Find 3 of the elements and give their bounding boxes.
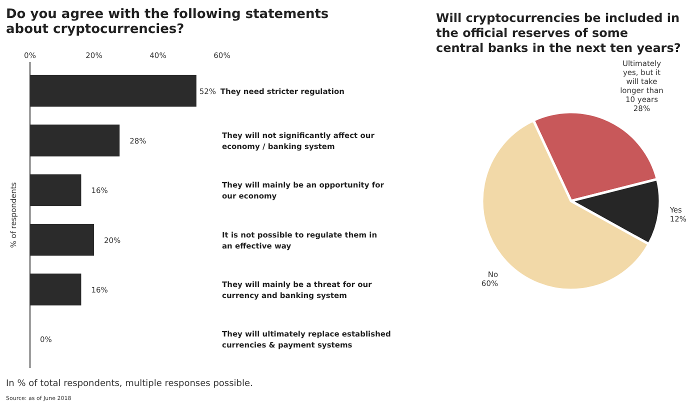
chart-title: Will cryptocurrencies be included in the official reserves of some central banks in the next ten years? [436, 11, 681, 55]
text: In % of total respondents, multiple responses possible. [6, 379, 253, 389]
chart-title: Do you agree with the following statements about cryptocurrencies? [6, 7, 329, 37]
